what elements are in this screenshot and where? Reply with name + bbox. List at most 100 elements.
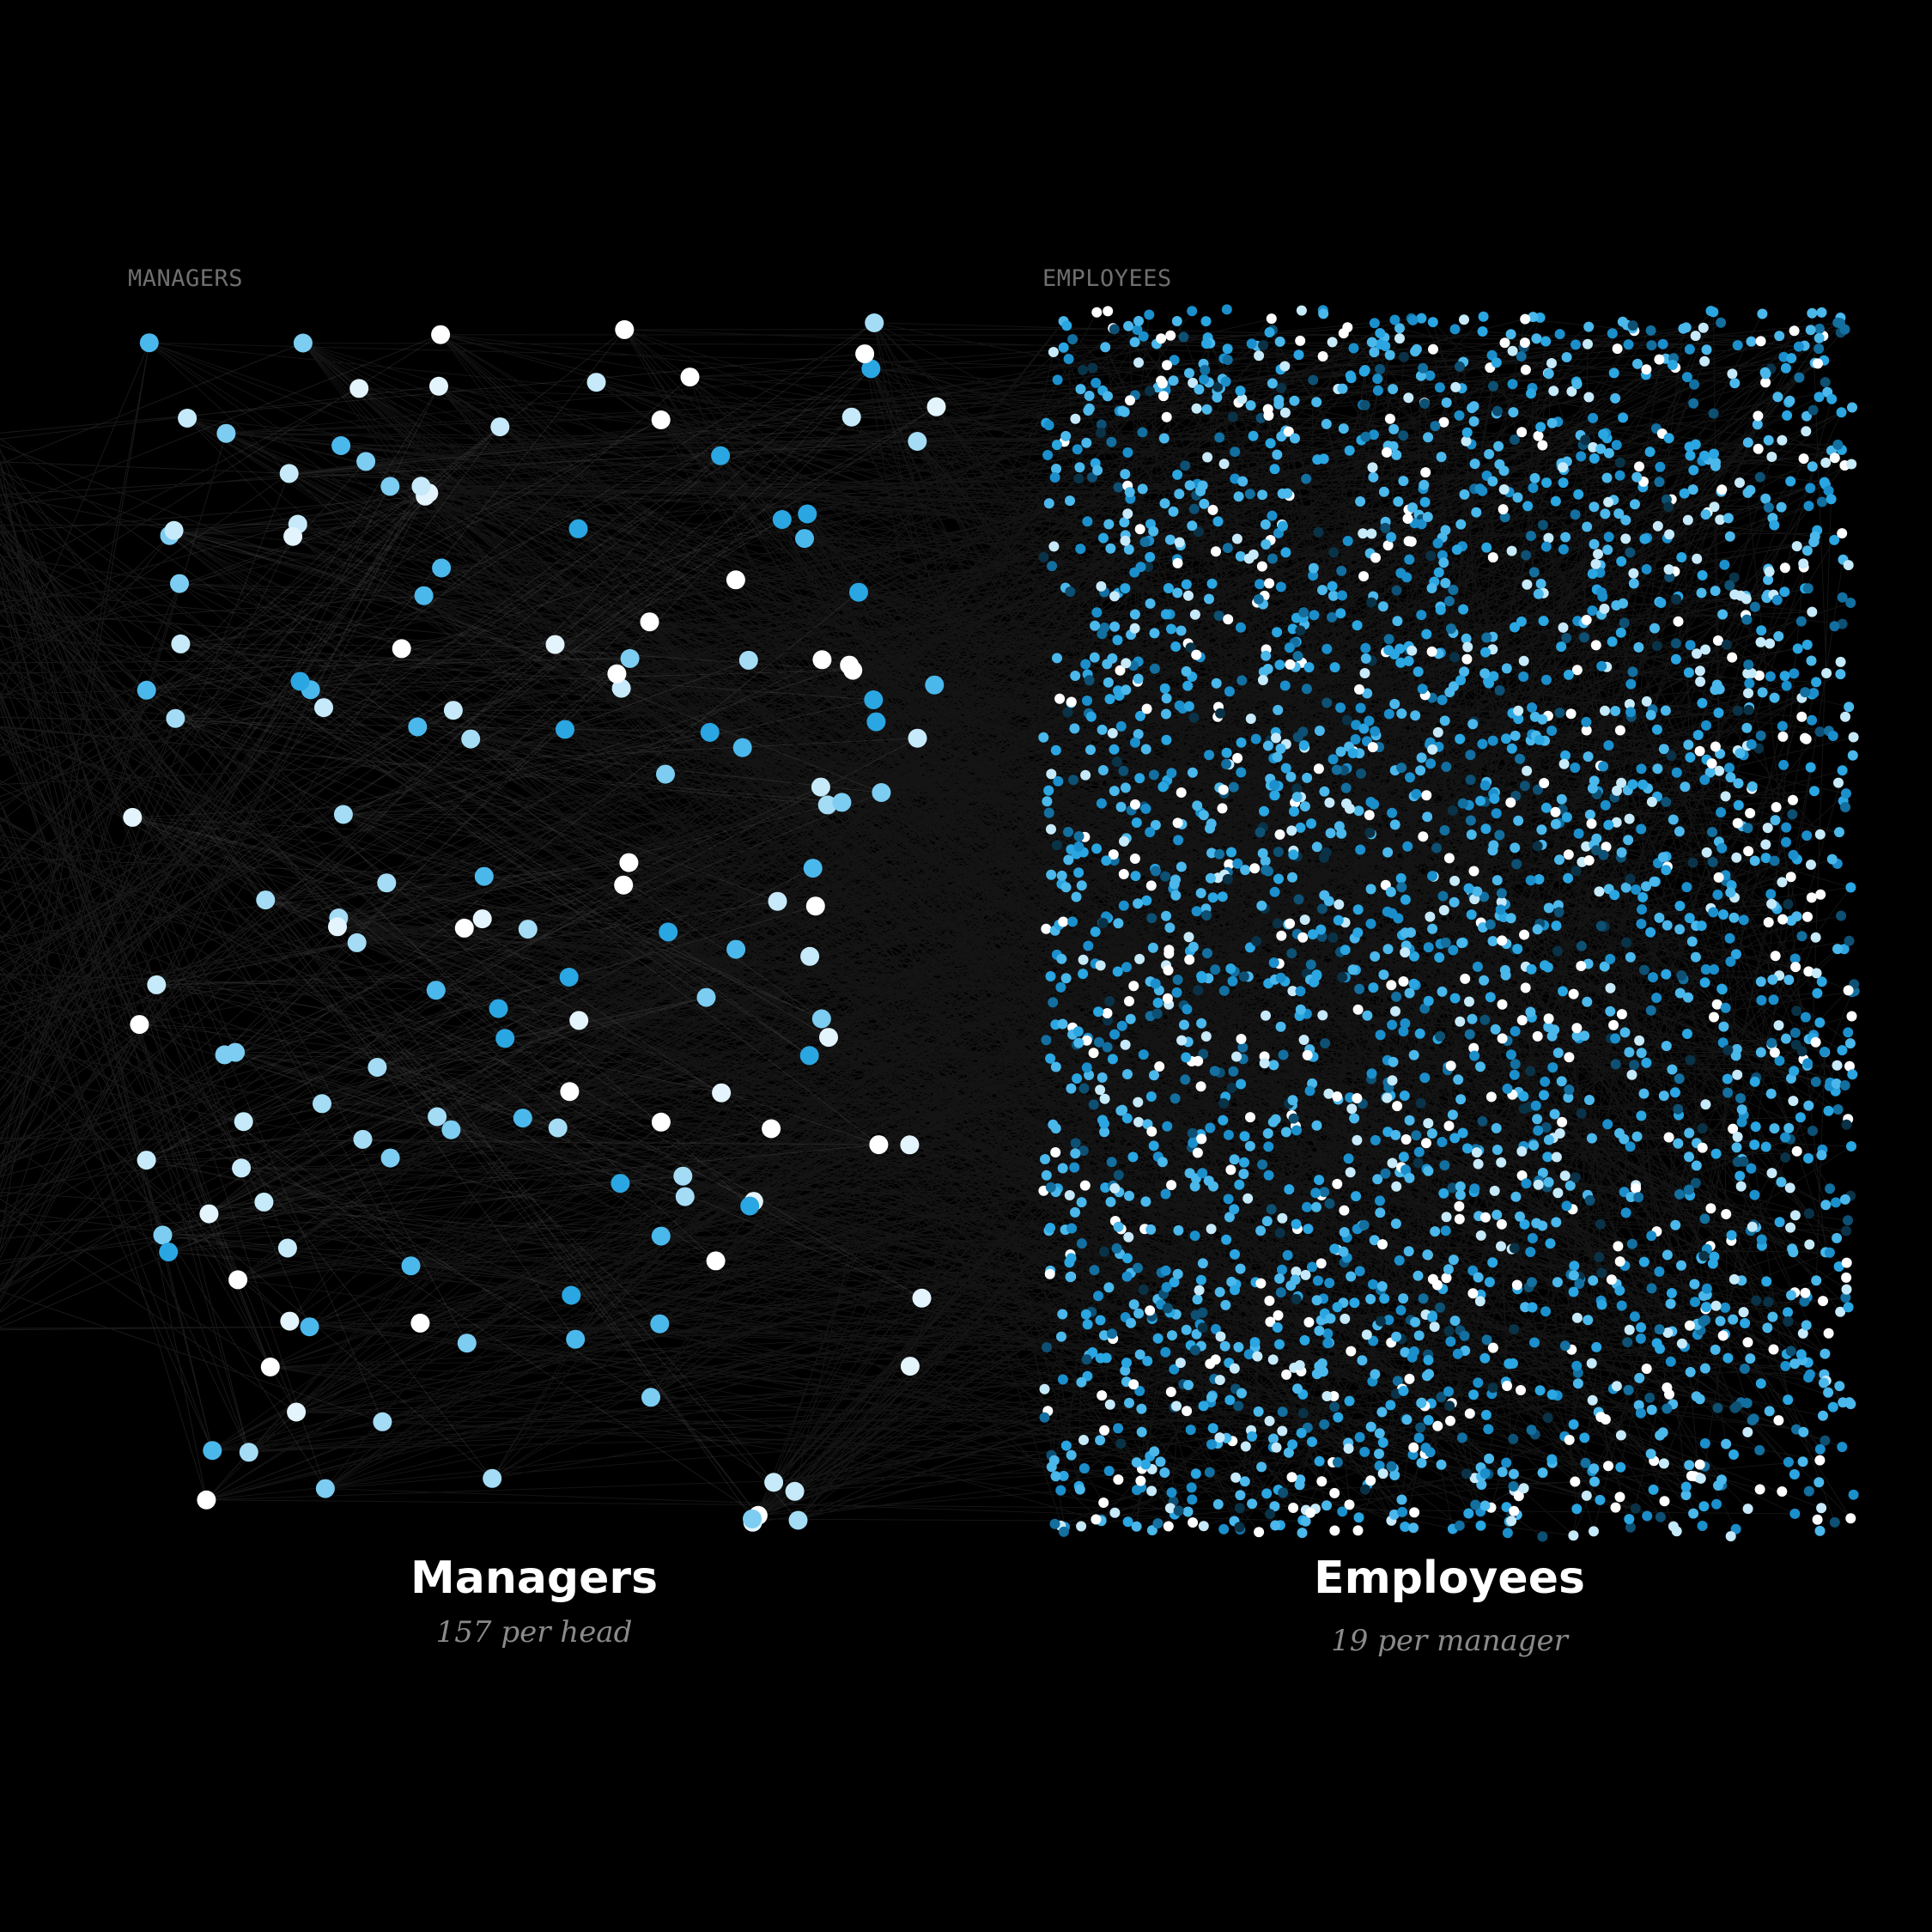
employee-node bbox=[1698, 322, 1709, 333]
employee-node bbox=[1370, 1369, 1381, 1380]
manager-node bbox=[560, 1082, 580, 1102]
employee-node bbox=[1328, 547, 1340, 558]
employee-node bbox=[1746, 667, 1757, 678]
employee-node bbox=[1557, 1116, 1568, 1127]
employee-node bbox=[1283, 426, 1294, 437]
manager-node bbox=[474, 866, 494, 886]
employee-node bbox=[1072, 1073, 1083, 1084]
employee-node bbox=[1443, 1326, 1455, 1336]
employee-node bbox=[1608, 368, 1619, 379]
employee-node bbox=[1755, 1047, 1766, 1058]
employee-node bbox=[1124, 1190, 1134, 1201]
employee-node bbox=[1073, 831, 1084, 841]
employee-node bbox=[1565, 708, 1577, 720]
employee-node bbox=[1724, 580, 1735, 591]
employee-node bbox=[1309, 976, 1320, 987]
employee-node bbox=[1160, 609, 1171, 620]
employee-node bbox=[1406, 927, 1416, 938]
employee-node bbox=[1420, 467, 1431, 478]
employee-node bbox=[1223, 614, 1234, 625]
employee-node bbox=[1426, 646, 1437, 657]
employee-node bbox=[1052, 374, 1063, 386]
employee-node bbox=[1819, 477, 1830, 488]
employee-node bbox=[1790, 962, 1801, 973]
employee-node bbox=[1121, 1358, 1132, 1369]
employee-node bbox=[1637, 779, 1649, 790]
employee-node bbox=[1303, 1224, 1314, 1235]
employee-node bbox=[1728, 1273, 1740, 1285]
employee-node bbox=[1805, 483, 1816, 494]
employee-node bbox=[1525, 875, 1536, 886]
employee-node bbox=[1683, 667, 1694, 678]
employee-node bbox=[1227, 411, 1238, 422]
employee-node bbox=[1551, 1151, 1562, 1163]
employee-node bbox=[1519, 1218, 1530, 1230]
employee-node bbox=[1468, 1389, 1479, 1400]
employee-node bbox=[1644, 1392, 1656, 1403]
employee-node bbox=[1227, 975, 1238, 987]
employee-node bbox=[1103, 391, 1113, 402]
employee-node bbox=[1844, 935, 1855, 946]
employee-node bbox=[1634, 461, 1644, 472]
employee-node bbox=[1721, 639, 1732, 650]
employee-node bbox=[1191, 906, 1202, 917]
employee-node bbox=[1824, 1247, 1835, 1258]
employee-node bbox=[1841, 1119, 1852, 1130]
employee-node bbox=[1515, 753, 1525, 764]
employee-node bbox=[1496, 896, 1507, 908]
manager-node bbox=[457, 1334, 477, 1353]
employee-node bbox=[1256, 561, 1267, 572]
employee-node bbox=[1513, 1491, 1524, 1502]
employee-node bbox=[1311, 397, 1322, 408]
employee-node bbox=[1741, 1398, 1753, 1408]
employee-node bbox=[1443, 596, 1455, 606]
employee-node bbox=[1317, 1010, 1328, 1021]
employee-node bbox=[1798, 558, 1809, 569]
manager-node bbox=[740, 1196, 760, 1216]
employee-node bbox=[1255, 1278, 1267, 1289]
employee-node bbox=[1581, 1490, 1592, 1501]
employee-node bbox=[1346, 1346, 1357, 1357]
employee-node bbox=[1163, 1521, 1174, 1532]
employee-node bbox=[1068, 775, 1078, 786]
manager-node bbox=[832, 793, 852, 812]
employee-node bbox=[1269, 464, 1280, 475]
employee-node bbox=[1785, 1346, 1796, 1357]
employee-node bbox=[1755, 636, 1766, 647]
employee-node bbox=[1534, 874, 1545, 884]
employee-node bbox=[1749, 855, 1760, 866]
employee-node bbox=[1375, 1315, 1386, 1327]
employee-node bbox=[1707, 827, 1717, 837]
employee-node bbox=[1589, 538, 1600, 550]
employee-node bbox=[1641, 881, 1651, 892]
employee-node bbox=[1837, 528, 1848, 539]
employee-node bbox=[1432, 726, 1443, 738]
employee-node bbox=[1491, 357, 1502, 368]
employee-node bbox=[1843, 560, 1854, 571]
employee-node bbox=[1244, 489, 1255, 500]
employee-node bbox=[1356, 768, 1366, 779]
employee-node bbox=[1789, 668, 1800, 679]
employee-node bbox=[1698, 1316, 1709, 1327]
employee-node bbox=[1048, 541, 1060, 552]
manager-node bbox=[216, 423, 236, 443]
employee-node bbox=[1073, 473, 1084, 484]
employee-node bbox=[1311, 1120, 1322, 1131]
employee-node bbox=[1133, 1262, 1143, 1273]
employee-node bbox=[1344, 1395, 1355, 1406]
employee-node bbox=[1516, 1015, 1528, 1026]
employee-node bbox=[1579, 1432, 1590, 1443]
employee-node bbox=[1461, 1143, 1473, 1154]
employees-region-label: EMPLOYEES bbox=[1042, 265, 1172, 292]
employee-node bbox=[1313, 526, 1324, 538]
employee-node bbox=[1261, 1216, 1273, 1227]
employee-node bbox=[1337, 1506, 1348, 1517]
employee-node bbox=[1649, 876, 1660, 887]
employee-node bbox=[1533, 1125, 1544, 1136]
employee-node bbox=[1321, 1500, 1332, 1511]
employee-node bbox=[1537, 1467, 1548, 1479]
employee-node bbox=[1109, 1182, 1121, 1194]
employee-node bbox=[1238, 1169, 1249, 1180]
employee-node bbox=[1063, 854, 1074, 866]
employee-node bbox=[1719, 559, 1730, 570]
